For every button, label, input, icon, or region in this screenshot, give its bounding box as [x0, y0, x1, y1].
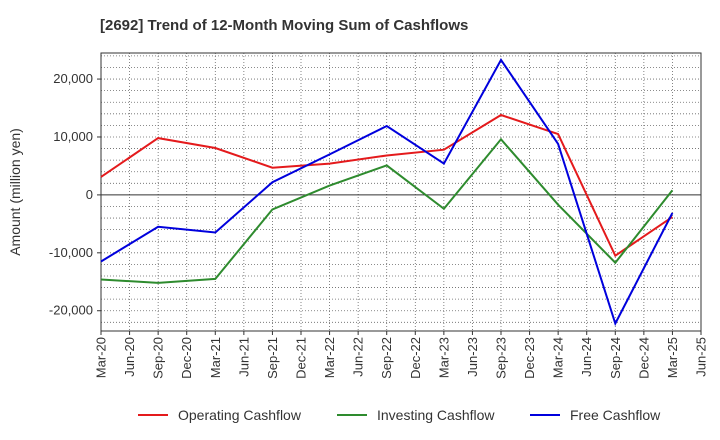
plot-area: -20,000 -10,000 0 10,000 20,000 Mar-20 Jun-20 S… — [49, 52, 709, 379]
x-tick-label: Sep-23 — [494, 337, 509, 379]
plot-frame — [100, 52, 702, 332]
free-cashflow-legend-label: Free Cashflow — [570, 407, 661, 423]
x-tick-label: Jun-22 — [351, 337, 366, 377]
y-tick-label: 20,000 — [53, 71, 93, 86]
x-tick-label: Dec-24 — [636, 337, 651, 379]
operating-cashflow-line — [100, 113, 673, 258]
x-tick-label: Dec-20 — [179, 337, 194, 379]
x-tick-label: Mar-22 — [322, 337, 337, 378]
investing-cashflow-legend-label: Investing Cashflow — [377, 407, 495, 423]
x-tick-label: Dec-21 — [294, 337, 309, 379]
x-tick-label: Mar-24 — [551, 337, 566, 378]
x-tick-label: Jun-23 — [465, 337, 480, 377]
legend: Operating Cashflow Investing Cashflow Free… — [138, 407, 661, 423]
x-tick-label: Jun-21 — [236, 337, 251, 377]
y-tick-label: -10,000 — [49, 245, 93, 260]
x-tick-label: Sep-21 — [265, 337, 280, 379]
free-cashflow-line — [100, 57, 674, 327]
x-tick-label: Mar-25 — [665, 337, 680, 378]
x-tick-label: Mar-23 — [436, 337, 451, 378]
x-tick-label: Mar-21 — [208, 337, 223, 378]
x-tick-label: Sep-22 — [379, 337, 394, 379]
y-axis-label: Amount (million yen) — [7, 128, 23, 256]
x-tick-label: Dec-23 — [522, 337, 537, 379]
x-tick-label: Mar-20 — [94, 337, 109, 378]
x-tick-label: Sep-20 — [151, 337, 166, 379]
y-tick-label: -20,000 — [49, 303, 93, 318]
x-tick-label: Jun-25 — [694, 337, 709, 377]
investing-cashflow-line — [100, 137, 674, 284]
x-tick-label: Sep-24 — [608, 337, 623, 379]
y-tick-label: 10,000 — [53, 129, 93, 144]
x-tick-label: Dec-22 — [408, 337, 423, 379]
x-tick-label: Jun-20 — [122, 337, 137, 377]
chart-title: [2692] Trend of 12-Month Moving Sum of C… — [100, 17, 468, 34]
x-tick-label: Jun-24 — [579, 337, 594, 377]
operating-cashflow-legend-label: Operating Cashflow — [178, 407, 302, 423]
y-tick-label: 0 — [86, 187, 93, 202]
